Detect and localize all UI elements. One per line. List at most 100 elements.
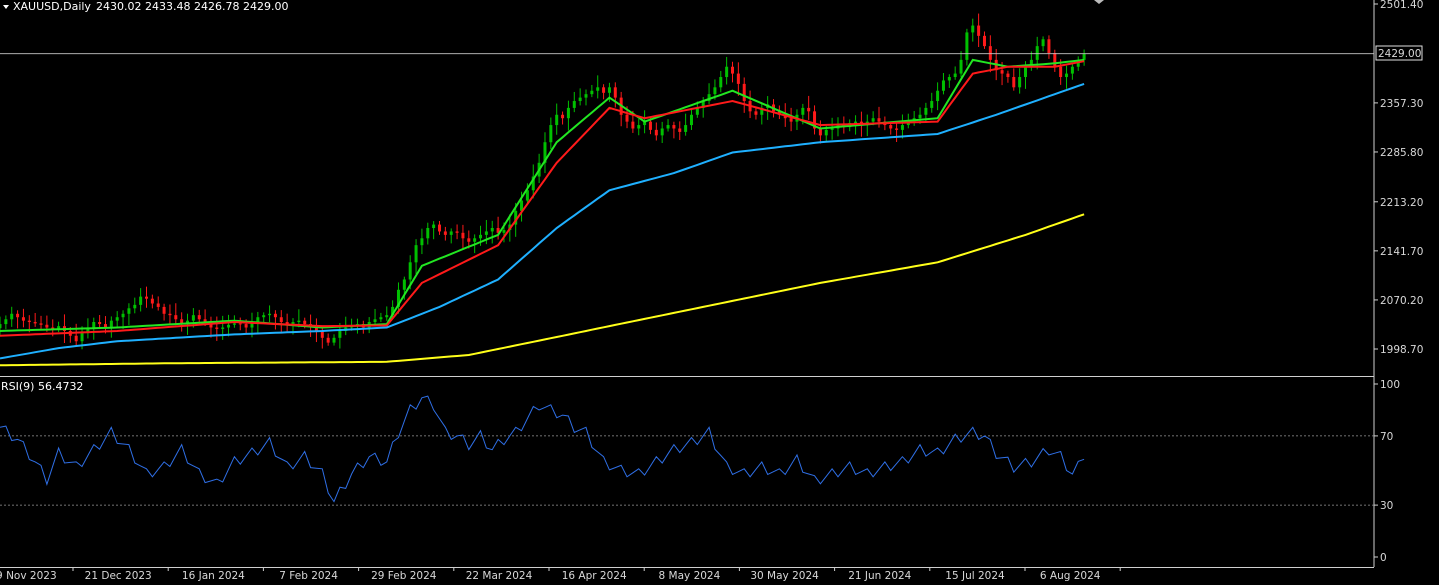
candle-body (648, 121, 652, 130)
candle-body (1006, 73, 1010, 78)
candle-body (578, 97, 582, 102)
candle-body (713, 87, 717, 95)
candle-body (121, 313, 125, 318)
current-price-box (1375, 45, 1423, 61)
candle-body (332, 337, 336, 343)
time-tick-label: 22 Mar 2024 (466, 570, 533, 582)
candle-body (977, 25, 981, 36)
price-tick-label: 2501.40 (1380, 0, 1423, 11)
candle-body (742, 83, 746, 102)
candle-body (168, 313, 172, 316)
candle-body (590, 90, 594, 95)
candle-body (824, 129, 828, 136)
candle-body (256, 317, 260, 323)
candle-body (971, 25, 975, 33)
candle-body (80, 333, 84, 342)
price-tick-label: 2141.70 (1380, 246, 1423, 258)
candle-body (45, 324, 49, 328)
candle-body (789, 118, 793, 122)
candle-body (807, 107, 811, 112)
time-tick-label: 30 May 2024 (750, 570, 819, 582)
candle-body (0, 324, 2, 329)
candle-body (531, 176, 535, 191)
candle-body (900, 125, 904, 130)
dropdown-triangle-icon[interactable] (3, 5, 9, 9)
candle-body (338, 330, 342, 338)
candle-body (818, 128, 822, 136)
ohlc-values: 2430.02 2433.48 2426.78 2429.00 (96, 0, 288, 13)
candle-body (221, 327, 225, 329)
price-panel[interactable] (0, 13, 1374, 367)
candle-body (707, 94, 711, 102)
price-tick-label: 1998.70 (1380, 344, 1423, 356)
time-tick-label: 21 Dec 2023 (85, 570, 152, 582)
candle-body (660, 128, 664, 136)
candle-body (250, 322, 254, 328)
candle-body (379, 317, 383, 320)
candle-body (396, 289, 400, 307)
candle-body (484, 231, 488, 235)
price-tick-label: 2070.20 (1380, 295, 1423, 307)
candle-body (215, 327, 219, 329)
candle-body (736, 73, 740, 84)
candle-body (385, 315, 389, 318)
time-tick-label: 8 May 2024 (659, 570, 721, 582)
candle-body (982, 35, 986, 47)
candle-body (449, 231, 453, 235)
candle-body (988, 46, 992, 60)
candle-body (801, 107, 805, 115)
candle-body (924, 107, 928, 115)
candle-body (490, 228, 494, 232)
time-tick-label: 6 Aug 2024 (1040, 570, 1101, 582)
candle-body (631, 121, 635, 129)
candle-body (414, 245, 418, 263)
candle-body (625, 114, 629, 122)
candle-body (701, 101, 705, 108)
candle-body (731, 66, 734, 74)
candle-body (1053, 53, 1057, 67)
candle-body (197, 315, 201, 320)
candle-body (420, 238, 424, 246)
time-tick-label: 15 Jul 2024 (945, 570, 1005, 582)
candle-body (273, 313, 277, 318)
rsi-panel[interactable] (0, 395, 1374, 506)
candle-body (74, 335, 78, 342)
candle-body (613, 87, 617, 98)
candle-body (145, 296, 148, 299)
candle-body (39, 323, 43, 325)
candle-body (314, 327, 318, 331)
candle-body (402, 279, 406, 290)
candle-body (689, 114, 693, 126)
candle-body (1000, 70, 1004, 74)
candle-body (297, 320, 301, 323)
candle-body (227, 324, 231, 328)
candle-body (672, 125, 676, 129)
candle-body (103, 324, 107, 328)
candle-body (1041, 39, 1045, 47)
rsi-line (0, 395, 1085, 503)
candle-body (391, 306, 395, 316)
candle-body (203, 319, 207, 323)
candle-body (607, 87, 611, 93)
time-tick-label: 16 Jan 2024 (182, 570, 245, 582)
candle-body (127, 308, 131, 314)
candle-body (10, 313, 14, 320)
candle-body (426, 228, 430, 239)
chart-shift-marker-icon[interactable] (1094, 0, 1104, 4)
candle-body (98, 322, 102, 325)
candle-body (1018, 77, 1022, 88)
candle-body (92, 322, 96, 328)
candle-body (719, 77, 723, 88)
candle-body (4, 319, 8, 325)
candle-body (918, 114, 922, 119)
candle-body (27, 320, 31, 323)
candle-body (133, 304, 137, 309)
candle-body (666, 125, 670, 129)
candle-body (502, 230, 506, 233)
candle-body (959, 59, 963, 74)
price-tick-label: 2285.80 (1380, 147, 1423, 159)
candle-body (871, 118, 875, 122)
candle-body (57, 326, 61, 329)
candle-body (725, 66, 729, 78)
